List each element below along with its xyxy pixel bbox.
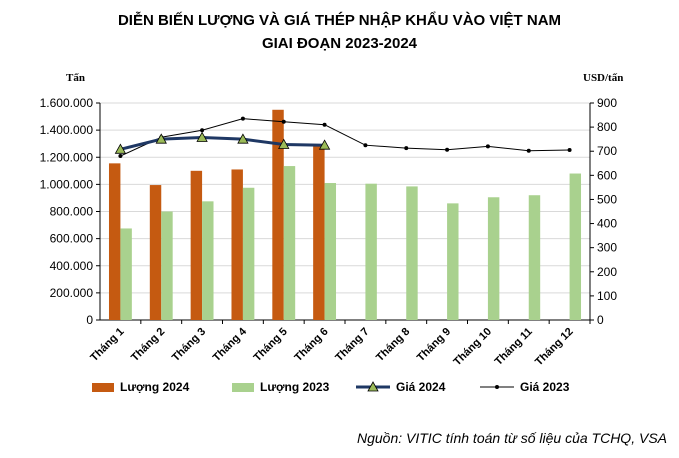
bar-luong-2023 [365, 183, 377, 320]
bar-luong-2023 [569, 173, 582, 320]
y-right-tick-label: 300 [597, 241, 617, 255]
bar-luong-2024 [272, 109, 284, 320]
y-left-tick-label: 600.000 [50, 232, 94, 246]
point-gia-2024 [278, 138, 290, 149]
bar-luong-2023 [120, 228, 132, 320]
line-gia-2024 [120, 135, 325, 151]
y-right-tick-label: 700 [597, 144, 617, 158]
x-tick-label: Tháng 5 [252, 326, 290, 364]
bar-luong-2023 [161, 211, 173, 320]
y-right-tick-label: 400 [597, 217, 617, 231]
point-gia-2023 [485, 144, 490, 149]
point-gia-2023 [404, 146, 409, 151]
y-right-tick-label: 200 [597, 265, 617, 279]
point-gia-2024 [318, 139, 331, 150]
x-tick-label: Tháng 8 [374, 326, 412, 364]
x-tick-label: Tháng 12 [533, 326, 576, 369]
y-left-tick-label: 1.000.000 [40, 177, 94, 191]
left-axis-unit: Tấn [66, 72, 85, 84]
y-left-tick-label: 400.000 [50, 259, 94, 273]
legend-swatch-luong-2024 [92, 382, 114, 392]
point-gia-2023 [445, 147, 450, 152]
chart-canvas: 0 200.000 400.000 600.000 800.000 1.000.000 1.… [40, 96, 618, 369]
point-gia-2024 [237, 133, 249, 144]
legend-label-gia-2023: Giá 2023 [520, 380, 570, 394]
bar-luong-2023 [242, 187, 255, 320]
point-gia-2023 [322, 122, 327, 127]
x-tick-label: Tháng 10 [451, 326, 494, 369]
x-tick-label: Tháng 4 [211, 325, 250, 364]
legend-item-gia-2023: Giá 2023 [480, 380, 569, 394]
x-tick-label: Tháng 7 [333, 326, 371, 364]
point-gia-2023 [363, 143, 368, 148]
bar-luong-2023 [528, 195, 541, 320]
bar-luong-2024 [313, 146, 325, 320]
y-left-tick-label: 800.000 [50, 205, 94, 219]
y-left-tick-label: 0 [86, 313, 93, 327]
chart-title: DIỄN BIẾN LƯỢNG VÀ GIÁ THÉP NHẬP KHẨU VÀ… [117, 12, 562, 29]
bar-luong-2024 [190, 170, 203, 320]
bar-luong-2024 [149, 185, 162, 320]
legend-item-gia-2024: Giá 2024 [356, 380, 445, 394]
point-gia-2023 [240, 116, 245, 121]
x-tick-label: Tháng 2 [129, 326, 167, 364]
source-note: Nguồn: VITIC tính toán từ số liệu của TC… [356, 430, 667, 446]
y-right-tick-label: 800 [597, 120, 617, 134]
point-gia-2023 [200, 128, 205, 133]
legend-item-luong-2023: Lượng 2023 [232, 380, 329, 394]
point-gia-2023 [526, 148, 531, 153]
point-gia-2023 [567, 148, 572, 153]
y-left-tick-label: 1.400.000 [40, 123, 94, 137]
bar-luong-2023 [283, 166, 296, 320]
x-tick-label: Tháng 9 [415, 326, 453, 364]
y-right-tick-label: 600 [597, 168, 617, 182]
point-gia-2024 [114, 143, 127, 154]
line-gia-2023 [120, 118, 570, 157]
legend-swatch-luong-2023 [232, 382, 254, 392]
x-tick-label: Tháng 1 [88, 326, 126, 364]
bar-luong-2023 [487, 197, 500, 320]
point-gia-2024 [196, 131, 208, 142]
legend-label-luong-2024: Lượng 2024 [120, 380, 190, 394]
bar-luong-2023 [447, 203, 459, 320]
legend-swatch-gia-2023 [480, 381, 514, 393]
right-axis-unit: USD/tấn [583, 72, 624, 84]
legend-label-luong-2023: Lượng 2023 [260, 380, 330, 394]
y-left-tick-label: 1.600.000 [40, 96, 94, 110]
bar-luong-2024 [231, 169, 243, 320]
bar-luong-2023 [406, 186, 418, 320]
x-tick-label: Tháng 6 [292, 326, 330, 364]
y-right-tick-label: 500 [597, 192, 617, 206]
y-right-tick-label: 100 [597, 289, 617, 303]
point-gia-2023 [118, 154, 123, 159]
x-tick-label: Tháng 3 [170, 326, 208, 364]
chart-subtitle: GIAI ĐOẠN 2023-2024 [261, 35, 418, 52]
bar-luong-2023 [202, 201, 214, 320]
legend-item-luong-2024: Lượng 2024 [92, 380, 189, 394]
y-left-tick-label: 200.000 [50, 286, 94, 300]
bar-luong-2023 [324, 183, 337, 320]
y-left-tick-label: 1.200.000 [40, 150, 94, 164]
legend-label-gia-2024: Giá 2024 [396, 380, 446, 394]
x-tick-label: Tháng 11 [493, 326, 535, 368]
point-gia-2024 [155, 133, 167, 144]
y-right-tick-label: 900 [597, 96, 617, 110]
point-gia-2023 [281, 119, 286, 124]
y-right-tick-label: 0 [597, 313, 604, 327]
legend-swatch-gia-2024 [356, 381, 390, 393]
bar-luong-2024 [108, 163, 121, 320]
